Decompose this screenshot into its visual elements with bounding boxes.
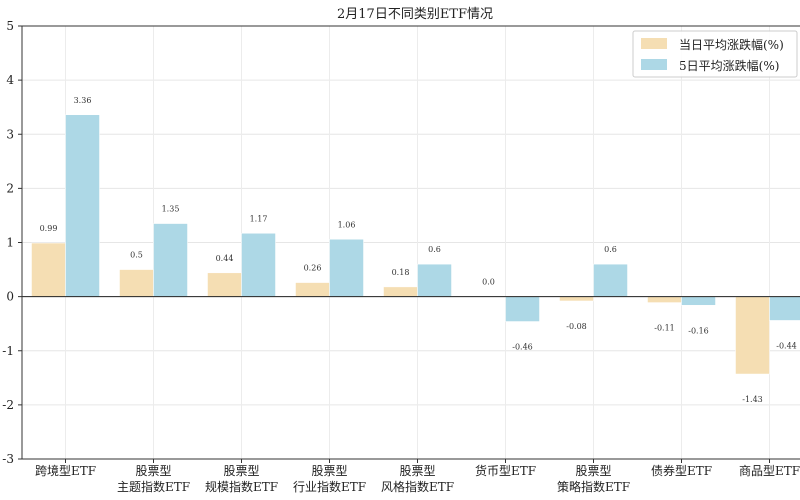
x-tick-label: 股票型: [311, 464, 347, 478]
data-label-daily: 0.26: [304, 264, 322, 273]
y-tick-label: 5: [6, 19, 14, 33]
bar-5day: [65, 114, 100, 297]
bar-5day: [681, 296, 716, 306]
data-labels-layer: 0.99 0.5 0.44 0.26 0.18 0.0 -0.08 -0.11 -1.43 3.3…: [40, 96, 797, 404]
data-label-5day: 1.35: [162, 205, 180, 214]
y-tick-label: 1: [6, 236, 14, 250]
data-label-daily: -0.11: [654, 324, 675, 333]
chart-title: 2月17日不同类别ETF情况: [337, 7, 493, 22]
legend-label-5day: 5日平均涨跌幅(%): [679, 58, 779, 73]
bar-daily: [295, 282, 330, 297]
x-tick-label: 规模指数ETF: [205, 479, 278, 494]
bar-daily: [207, 272, 242, 297]
data-label-5day: 1.17: [250, 214, 268, 223]
y-tick-label: -2: [2, 398, 14, 412]
legend-swatch-daily: [641, 38, 667, 49]
data-label-daily: 0.44: [216, 254, 234, 263]
data-label-daily: 0.99: [40, 224, 58, 233]
bar-5day: [593, 263, 628, 297]
data-label-5day: 1.06: [338, 220, 356, 229]
bar-daily: [31, 242, 66, 297]
bar-daily: [735, 296, 770, 375]
x-tick-label: 股票型: [399, 464, 435, 478]
bars-layer: [31, 114, 800, 375]
data-label-5day: 0.6: [604, 245, 617, 254]
legend: 当日平均涨跌幅(%) 5日平均涨跌幅(%): [632, 30, 798, 78]
legend-frame: [632, 30, 798, 78]
x-tick-label: 债券型ETF: [651, 463, 712, 478]
x-tick-label: 股票型: [575, 464, 611, 478]
bar-daily: [119, 269, 154, 297]
x-tick-label: 行业指数ETF: [293, 479, 366, 494]
bar-daily: [559, 296, 594, 302]
x-tick-label: 商品型ETF: [739, 463, 800, 478]
data-label-5day: 0.6: [428, 245, 441, 254]
data-label-daily: 0.18: [392, 268, 410, 277]
x-tick-label: 主题指数ETF: [117, 479, 190, 494]
y-tick-label: 3: [6, 127, 14, 141]
x-tick-label: 策略指数ETF: [557, 479, 630, 494]
data-label-daily: 0.0: [482, 278, 495, 287]
bar-5day: [153, 223, 188, 297]
bar-5day: [329, 239, 364, 297]
y-tick-label: -1: [2, 344, 14, 358]
legend-label-daily: 当日平均涨跌幅(%): [679, 37, 784, 52]
data-label-daily: -0.08: [566, 322, 587, 331]
data-label-5day: -0.16: [688, 326, 709, 335]
legend-swatch-5day: [641, 59, 667, 70]
bar-daily: [647, 296, 682, 303]
data-label-5day: -0.44: [776, 341, 797, 350]
y-tick-label: -3: [2, 452, 14, 466]
data-label-5day: 3.36: [74, 96, 92, 105]
data-label-daily: -1.43: [742, 395, 763, 404]
y-tick-label: 4: [6, 73, 14, 87]
y-tick-label: 0: [6, 290, 14, 304]
x-tick-label: 风格指数ETF: [381, 479, 454, 494]
x-tick-label: 股票型: [135, 464, 171, 478]
data-label-5day: -0.46: [512, 343, 533, 352]
y-tick-label: 2: [6, 181, 14, 195]
bar-5day: [417, 263, 452, 297]
grid-layer: [22, 25, 800, 460]
x-tick-label: 股票型: [223, 464, 259, 478]
bar-daily: [383, 286, 418, 297]
bar-5day: [505, 296, 540, 322]
data-label-daily: 0.5: [130, 251, 143, 260]
x-tick-label: 跨境型ETF: [35, 463, 96, 478]
bar-5day: [769, 296, 800, 321]
bar-5day: [241, 233, 276, 297]
x-tick-label: 货币型ETF: [475, 463, 536, 478]
